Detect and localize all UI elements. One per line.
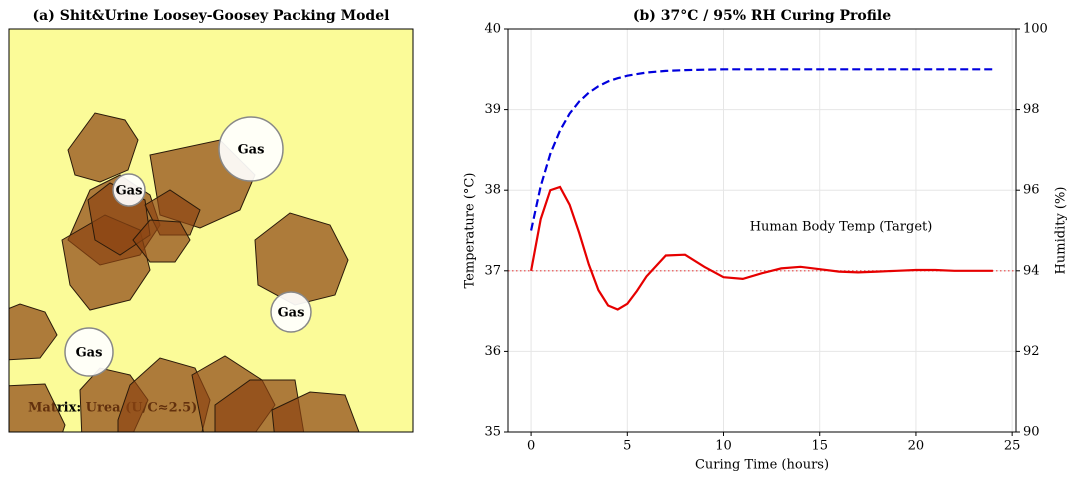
x-tick-label: 20 xyxy=(908,439,925,454)
series-line xyxy=(531,69,993,230)
y2-tick-label: 90 xyxy=(1023,425,1040,440)
y-tick-label: 37 xyxy=(484,263,501,278)
y2-tick-label: 94 xyxy=(1023,263,1040,278)
y-tick-label: 38 xyxy=(484,183,501,198)
panel-b-title: (b) 37°C / 95% RH Curing Profile xyxy=(633,8,891,24)
figure: (a) Shit&Urine Loosey-Goosey Packing Mod… xyxy=(0,0,1070,477)
y-tick-label: 35 xyxy=(484,425,501,440)
gas-label: Gas xyxy=(238,143,265,158)
y-tick-label: 39 xyxy=(484,102,501,117)
gas-label: Gas xyxy=(278,306,305,321)
y-tick-label: 40 xyxy=(484,22,501,37)
x-tick-label: 5 xyxy=(623,439,631,454)
y2-axis-label: Humidity (%) xyxy=(1054,187,1069,275)
panel-a-title: (a) Shit&Urine Loosey-Goosey Packing Mod… xyxy=(33,8,390,24)
x-tick-label: 15 xyxy=(811,439,828,454)
y2-tick-label: 98 xyxy=(1023,102,1040,117)
y2-tick-label: 96 xyxy=(1023,183,1040,198)
series-line xyxy=(531,187,993,310)
x-axis-label: Curing Time (hours) xyxy=(695,458,829,473)
x-tick-label: 25 xyxy=(1004,439,1021,454)
y2-tick-label: 92 xyxy=(1023,344,1040,359)
x-tick-label: 10 xyxy=(715,439,732,454)
y-tick-label: 36 xyxy=(484,344,501,359)
y-axis-label: Temperature (°C) xyxy=(463,173,478,289)
y2-tick-label: 100 xyxy=(1023,22,1048,37)
gas-label: Gas xyxy=(116,184,143,199)
gas-label: Gas xyxy=(76,346,103,361)
x-tick-label: 0 xyxy=(527,439,535,454)
reference-label: Human Body Temp (Target) xyxy=(750,220,933,235)
